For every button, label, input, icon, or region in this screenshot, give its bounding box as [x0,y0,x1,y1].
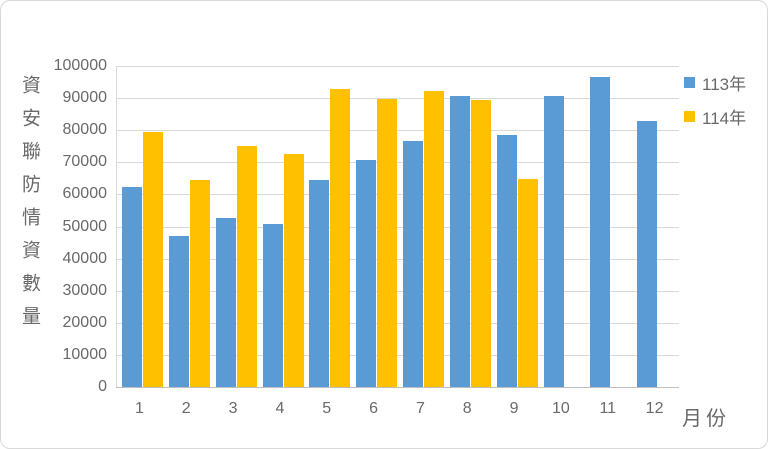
legend-swatch-icon [684,77,695,88]
bar-114年-month-1 [143,132,163,387]
bar-114年-month-9 [517,179,538,387]
y-tick-label: 30000 [62,281,108,299]
x-tick-label: 7 [415,400,425,417]
bar-114年-month-2 [189,180,210,387]
x-tick-label: 11 [599,400,617,417]
bar-113年-month-3 [215,218,236,387]
legend-item-114年: 114年 [684,104,746,129]
gridline [117,290,679,292]
y-tick-label: 10000 [62,345,108,363]
x-axis-title: 月份 [682,408,730,430]
gridline [117,354,679,356]
legend-swatch-icon [684,111,695,122]
y-tick-label: 0 [98,378,107,395]
x-tick-label: 1 [134,400,144,417]
gridline [117,258,679,260]
x-tick-label: 6 [369,400,379,417]
bar-113年-month-9 [496,135,517,387]
gridline [117,322,679,324]
legend-label: 114年 [702,109,747,128]
gridline [117,194,679,196]
gridline [117,98,679,100]
y-tick-label: 60000 [62,185,108,203]
bar-113年-month-1 [122,187,142,387]
y-tick-label: 50000 [62,217,108,235]
gridline [117,130,679,132]
bar-113年-month-11 [590,77,611,387]
bar-113年-month-5 [309,179,330,387]
x-tick-label: 4 [275,400,285,417]
gridline [117,162,679,164]
bar-114年-month-6 [377,98,398,387]
x-tick-label: 2 [181,400,191,417]
legend: 113年 114年 [684,70,746,129]
bar-114年-month-4 [283,153,304,387]
y-tick-label: 90000 [62,89,108,107]
bar-113年-month-6 [356,160,377,387]
y-tick-label: 20000 [62,313,108,331]
bar-114年-month-3 [236,145,257,387]
x-tick-label: 8 [462,400,472,417]
legend-label: 113年 [702,75,747,94]
gridline [117,66,679,67]
x-tick-label: 12 [645,400,664,417]
y-tick-label: 100000 [53,57,107,74]
bar-113年-month-12 [637,120,658,387]
bar-113年-month-2 [168,236,189,387]
y-tick-label: 40000 [62,249,108,267]
x-tick-label: 10 [552,400,570,417]
x-tick-label: 5 [322,400,332,417]
bar-114年-month-8 [470,100,491,387]
bar-113年-month-7 [403,141,423,387]
bar-114年-month-7 [424,90,444,387]
y-tick-label: 80000 [62,121,108,139]
plot-area [116,66,679,388]
gridline [117,226,679,228]
bar-113年-month-10 [543,95,564,387]
x-tick-label: 3 [228,400,238,417]
y-axis-title: 資安聯防情資數量 [19,75,40,339]
bar-113年-month-4 [262,223,283,387]
bar-113年-month-8 [449,96,470,387]
y-tick-label: 70000 [62,153,108,171]
x-tick-label: 9 [509,400,519,417]
bar-114年-month-5 [330,89,351,387]
legend-item-113年: 113年 [684,70,746,95]
